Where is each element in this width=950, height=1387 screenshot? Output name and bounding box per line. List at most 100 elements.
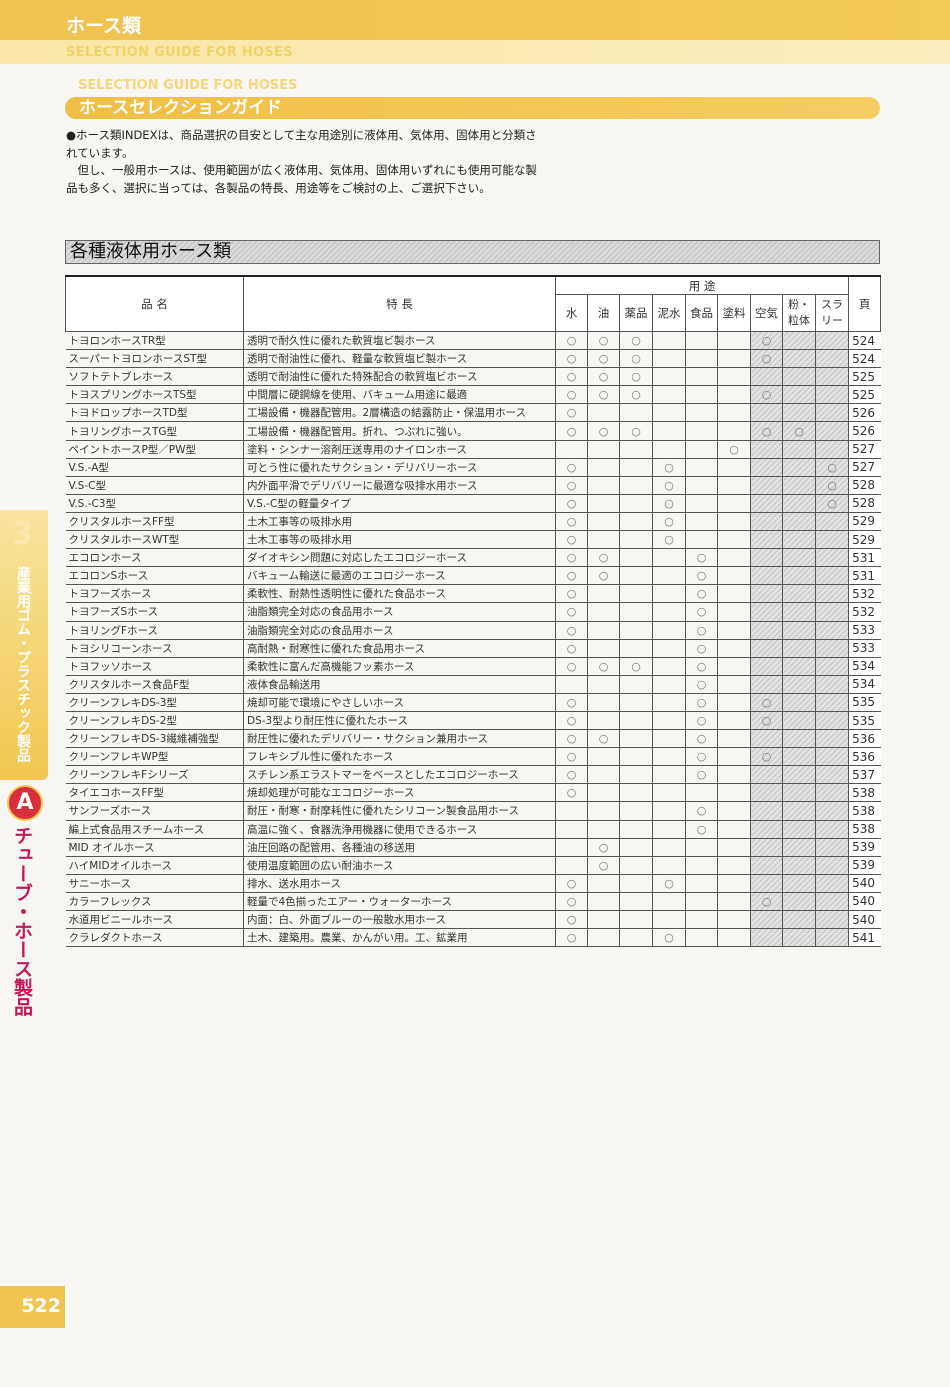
usage-cell-3	[652, 656, 686, 676]
usage-cell-6	[750, 367, 783, 387]
usage-cell-0: ○	[555, 602, 588, 622]
usage-cell-6: ○	[750, 891, 783, 912]
product-name: クリーンフレキFシリーズ	[65, 765, 244, 785]
usage-cell-4	[685, 475, 718, 495]
usage-cell-0: ○	[555, 873, 588, 893]
page-ref: 527	[848, 439, 881, 459]
product-name: クリスタルホース食品F型	[65, 674, 244, 694]
usage-cell-1	[587, 819, 620, 839]
table-row: 編上式食品用スチームホース 高温に強く、食器洗浄用機器に使用できるホース ○ 538	[65, 819, 881, 839]
page-ref: 529	[848, 530, 881, 550]
usage-cell-1	[587, 638, 620, 658]
header-subband	[0, 40, 950, 64]
usage-cell-3	[652, 891, 686, 912]
usage-cell-0: ○	[555, 330, 588, 351]
page-ref: 538	[848, 819, 881, 839]
usage-cell-2	[619, 891, 653, 912]
usage-cell-4: ○	[685, 819, 718, 839]
usage-cell-0: ○	[555, 584, 588, 604]
usage-cell-0: ○	[555, 783, 588, 803]
usage-cell-5	[717, 674, 751, 694]
product-feature: 油圧回路の配管用、各種油の移送用	[243, 837, 556, 857]
usage-cell-4: ○	[685, 602, 718, 622]
usage-cell-3	[652, 548, 686, 568]
usage-cell-6: ○	[750, 747, 783, 767]
usage-cell-0: ○	[555, 729, 588, 749]
usage-cell-1: ○	[587, 566, 620, 586]
usage-cell-4	[685, 891, 718, 912]
usage-cell-3	[652, 783, 686, 803]
product-name: トヨスプリングホースTS型	[65, 385, 244, 405]
product-feature: 柔軟性に富んだ高機能フッ素ホース	[243, 656, 556, 676]
product-feature: 透明で耐油性に優れ、軽量な軟質塩ビ製ホース	[243, 349, 556, 369]
product-feature: 液体食品輸送用	[243, 674, 556, 694]
usage-cell-4	[685, 783, 718, 803]
usage-cell-3	[652, 837, 686, 857]
usage-cell-5	[717, 493, 751, 513]
product-feature: スチレン系エラストマーをベースとしたエコロジーホース	[243, 765, 556, 785]
usage-cell-2	[619, 710, 653, 731]
usage-cell-8	[814, 584, 850, 604]
usage-cell-2	[619, 475, 653, 495]
usage-cell-0	[555, 837, 588, 857]
usage-cell-3	[652, 584, 686, 604]
table-row: カラーフレックス 軽量で4色揃ったエアー・ウォーターホース ○ ○ 540	[65, 891, 881, 912]
usage-cell-5	[717, 765, 751, 785]
usage-cell-8	[814, 602, 850, 622]
usage-cell-8	[814, 511, 850, 532]
page-ref: 539	[848, 855, 881, 875]
usage-cell-1	[587, 674, 620, 694]
table-row: MID オイルホース 油圧回路の配管用、各種油の移送用 ○ 539	[65, 837, 881, 857]
table-row: タイエコホースFF型 焼却処理が可能なエコロジーホース ○ 538	[65, 783, 881, 803]
usage-cell-5	[717, 909, 751, 930]
usage-cell-6	[750, 928, 783, 948]
page-ref: 540	[848, 873, 881, 893]
usage-cell-0: ○	[555, 909, 588, 930]
usage-cell-2	[619, 620, 653, 640]
usage-cell-4: ○	[685, 566, 718, 586]
usage-cell-8	[814, 891, 850, 912]
page-ref: 531	[848, 566, 881, 586]
usage-cell-8	[814, 656, 850, 676]
usage-cell-1	[587, 891, 620, 912]
usage-cell-4	[685, 530, 718, 550]
usage-cell-6	[750, 457, 783, 477]
product-feature: 工場設備・機器配管用。2層構造の結露防止・保温用ホース	[243, 403, 556, 423]
usage-cell-2	[619, 928, 653, 948]
section-title-vertical: チューブ・ホース製品	[11, 826, 33, 1016]
table-row: ソフトテトブレホース 透明で耐油性に優れた特殊配合の軟質塩ビホース ○ ○ ○ 525	[65, 367, 881, 387]
chapter-title: 産業用ゴム・プラスチック製品	[15, 566, 31, 762]
product-feature: 内外面平滑でデリバリーに最適な吸排水用ホース	[243, 475, 556, 495]
usage-cell-8	[814, 385, 850, 405]
usage-cell-7	[782, 475, 816, 495]
usage-cell-1	[587, 765, 620, 785]
chapter-tab[interactable]: 3	[0, 510, 48, 780]
page-ref: 527	[848, 457, 881, 477]
table-row: トヨリングFホース 油脂類完全対応の食品用ホース ○ ○ 533	[65, 620, 881, 640]
usage-cell-7	[782, 584, 816, 604]
usage-cell-5	[717, 656, 751, 676]
usage-cell-0: ○	[555, 367, 588, 387]
usage-cell-3: ○	[652, 530, 686, 550]
product-name: タイエコホースFF型	[65, 783, 244, 803]
usage-cell-8	[814, 548, 850, 568]
usage-cell-2	[619, 747, 653, 767]
product-name: 水道用ビニールホース	[65, 909, 244, 930]
usage-cell-0: ○	[555, 511, 588, 532]
page-ref: 525	[848, 385, 881, 405]
usage-cell-3	[652, 765, 686, 785]
usage-cell-0	[555, 439, 588, 459]
usage-cell-5	[717, 837, 751, 857]
usage-cell-1	[587, 928, 620, 948]
page-ref: 534	[848, 674, 881, 694]
usage-cell-3	[652, 674, 686, 694]
product-name: サンフーズホース	[65, 801, 244, 821]
product-name: トヨフッソホース	[65, 656, 244, 676]
table-row: エコロンSホース バキューム輸送に最適のエコロジーホース ○ ○ ○ 531	[65, 566, 881, 586]
usage-cell-8	[814, 747, 850, 767]
usage-cell-1	[587, 783, 620, 803]
usage-cell-1: ○	[587, 837, 620, 857]
product-name: カラーフレックス	[65, 891, 244, 912]
usage-cell-0: ○	[555, 710, 588, 731]
usage-cell-3	[652, 729, 686, 749]
